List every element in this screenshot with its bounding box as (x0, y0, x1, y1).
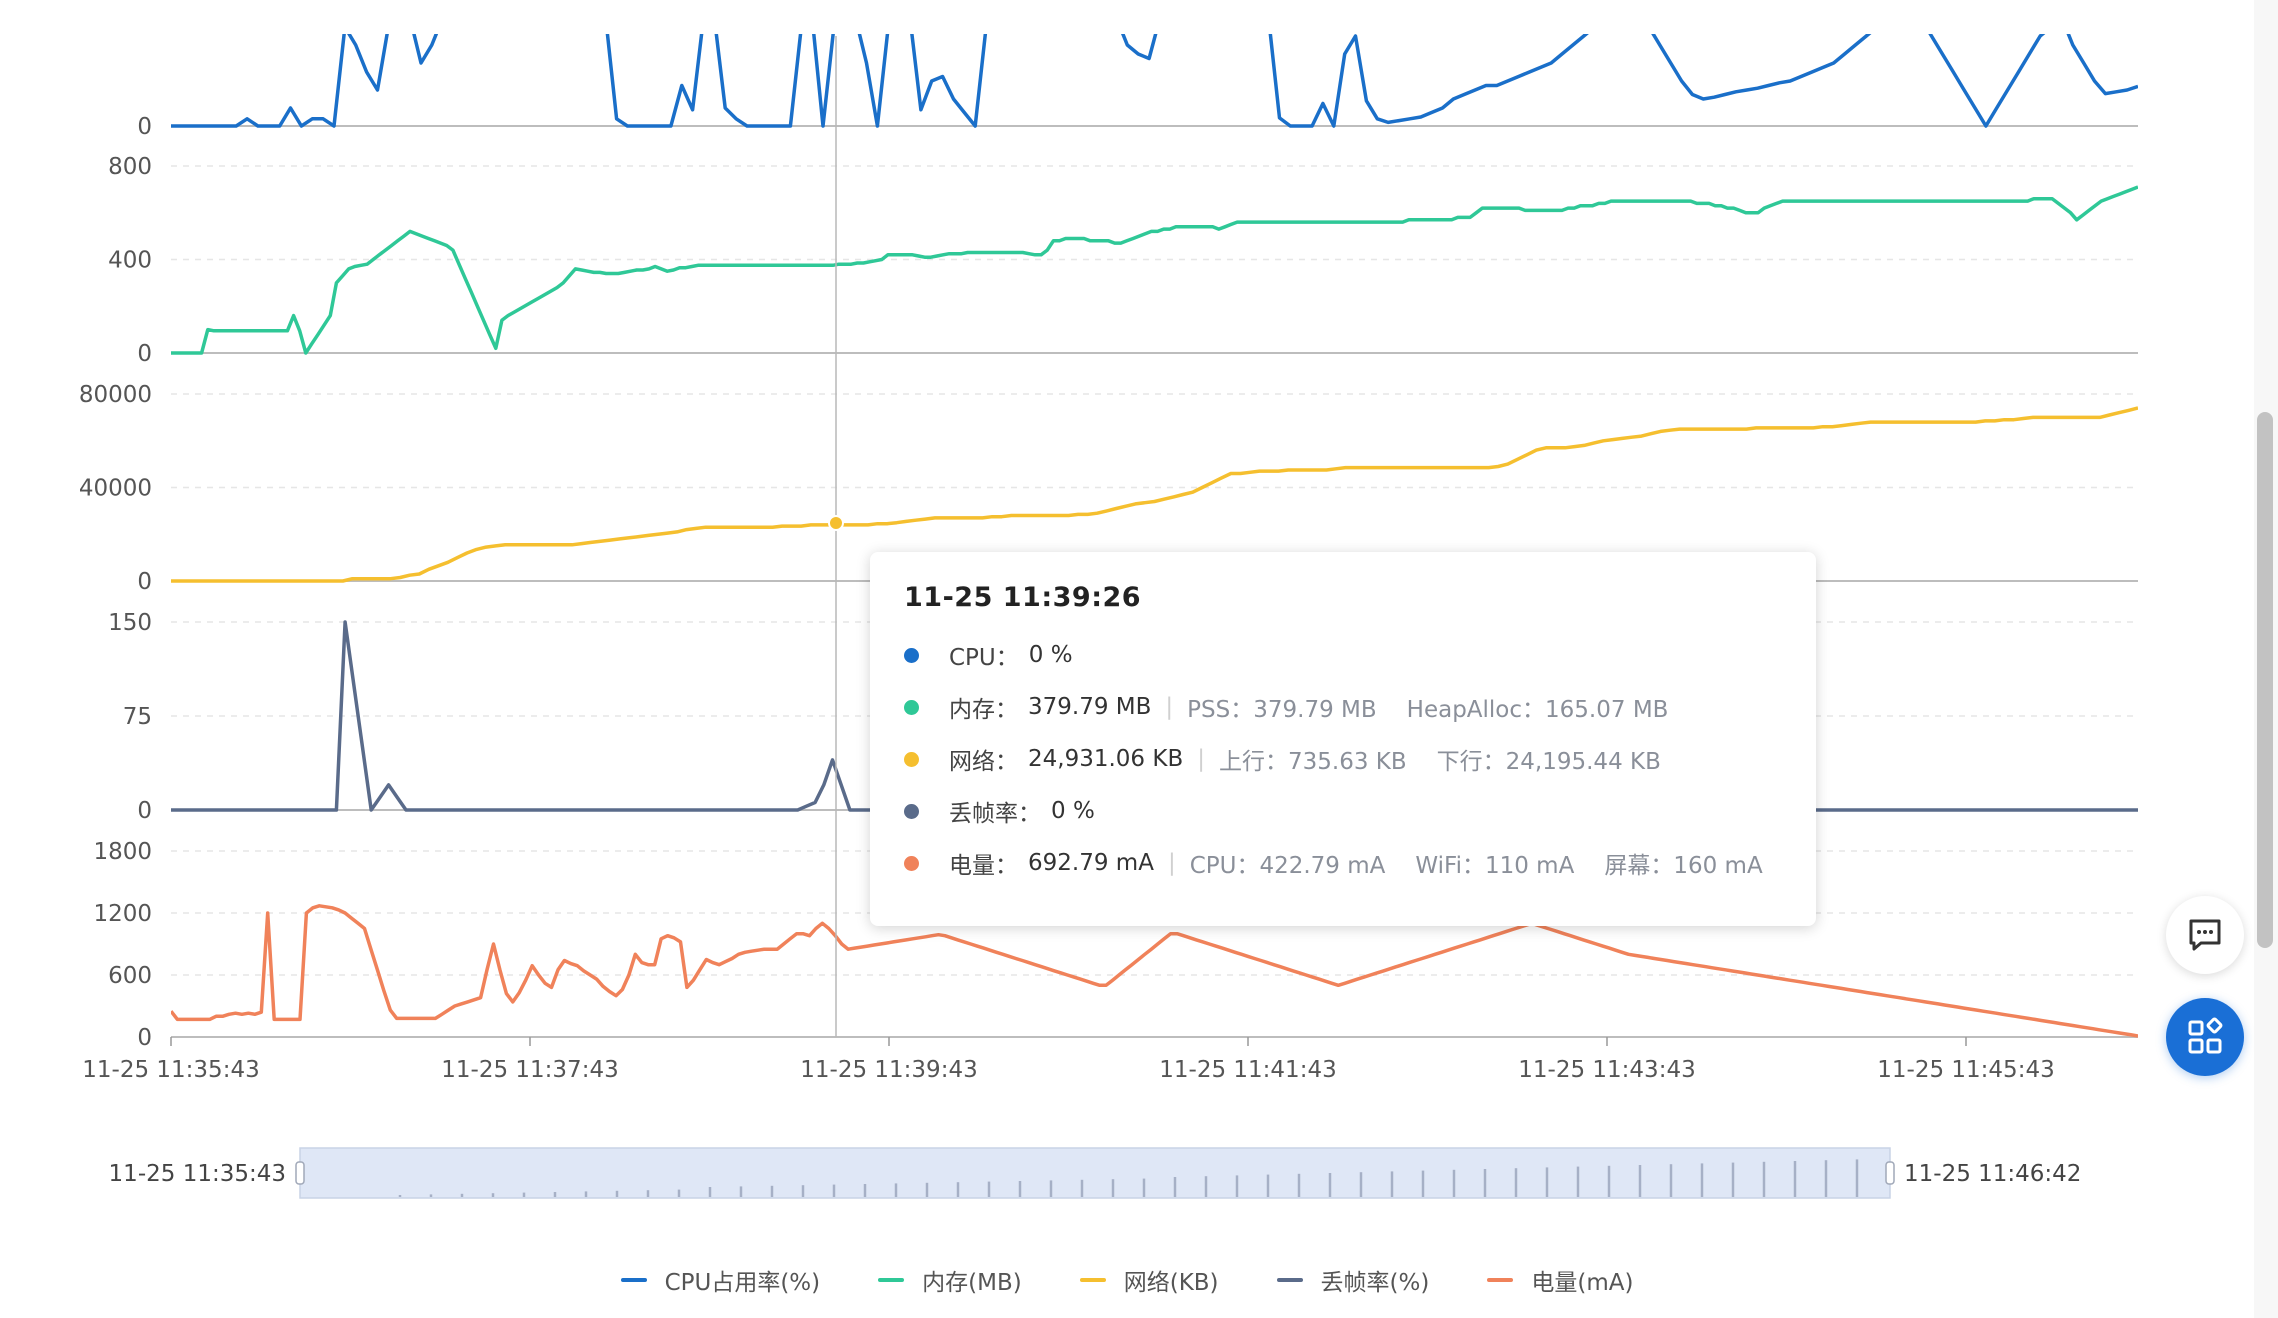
tooltip-row: 内存： 379.79 MB | PSS：379.79 MB HeapAlloc：165.… (904, 681, 1782, 733)
legend-label: 网络(KB) (1123, 1270, 1219, 1296)
y-tick-label: 40000 (79, 476, 152, 502)
y-tick-label: 0 (137, 1025, 152, 1051)
legend-label: CPU占用率(%) (664, 1270, 821, 1296)
legend-label: 电量(mA) (1531, 1270, 1634, 1296)
y-tick-label: 80000 (79, 382, 152, 408)
legend-item[interactable]: 丢帧率(%) (1276, 1263, 1430, 1297)
chat-button[interactable] (2166, 896, 2244, 974)
legend-item[interactable]: CPU占用率(%) (620, 1263, 821, 1297)
x-tick-label: 11-25 11:39:43 (800, 1057, 977, 1083)
tooltip-dot (904, 803, 919, 819)
tooltip-row: 电量： 692.79 mA | CPU：422.79 mA WiFi：110 mA 屏幕：… (904, 837, 1782, 889)
tooltip-extra: PSS：379.79 MB (1187, 697, 1377, 723)
y-tick-label: 0 (137, 341, 152, 367)
tooltip-value: 0 % (1028, 642, 1073, 668)
legend-line-icon (1487, 1278, 1514, 1282)
legend-label: 内存(MB) (922, 1270, 1022, 1296)
x-tick-label: 11-25 11:41:43 (1159, 1057, 1336, 1083)
tooltip-separator: | (1167, 850, 1176, 876)
tooltip-label: 丢帧率： (949, 801, 1041, 827)
x-axis: 11-25 11:35:43 11-25 11:37:43 11-25 11:39:… (82, 1037, 2055, 1083)
y-tick-label: 800 (108, 154, 152, 180)
x-tick-label: 11-25 11:43:43 (1518, 1057, 1695, 1083)
series-line-2 (171, 406, 2138, 583)
legend-item[interactable]: 内存(MB) (878, 1263, 1022, 1297)
tooltip-separator: | (1197, 746, 1205, 772)
tooltip-value: 0 % (1051, 798, 1095, 824)
y-tick-label: 150 (108, 610, 152, 636)
panel-2: 0 40000 80000 (79, 382, 2138, 595)
legend-line-icon (878, 1278, 905, 1282)
tooltip-row: 网络： 24,931.06 KB | 上行：735.63 KB 下行：24,195.44… (904, 733, 1782, 785)
tooltip-row: CPU： 0 % (904, 629, 1782, 681)
tooltip-separator: | (1165, 694, 1174, 720)
y-tick-label: 75 (123, 704, 152, 730)
tooltip-value: 379.79 MB (1028, 694, 1152, 720)
tooltip-extra: 上行：735.63 KB (1218, 749, 1407, 775)
tooltip-extra: WiFi：110 mA (1415, 853, 1575, 879)
y-tick-label: 0 (137, 798, 152, 824)
tooltip-extra: CPU：422.79 mA (1189, 853, 1386, 879)
tooltip-value: 692.79 mA (1028, 850, 1154, 876)
tooltip-row: 丢帧率： 0 % (904, 785, 1782, 837)
series-line-0 (171, 34, 2138, 128)
chart-legend: CPU占用率(%) 内存(MB) 网络(KB) 丢帧率(%) 电量(mA) (0, 1262, 2254, 1298)
chat-bubble-icon (2189, 919, 2221, 951)
chart-tooltip: 11-25 11:39:26 CPU： 0 % 内存： 379.79 MB | PSS：3… (870, 552, 1816, 926)
tooltip-extra: 屏幕：160 mA (1604, 853, 1763, 879)
y-tick-label: 0 (137, 114, 152, 140)
highlight-point (828, 515, 844, 531)
tooltip-label: 内存： (949, 697, 1018, 723)
series-line-4 (171, 904, 2138, 1038)
y-tick-label: 1200 (93, 901, 152, 927)
tooltip-rows: CPU： 0 % 内存： 379.79 MB | PSS：379.79 MB HeapAll… (904, 629, 1782, 889)
legend-line-icon (1079, 1278, 1106, 1282)
y-tick-label: 0 (137, 569, 152, 595)
tooltip-label: 网络： (949, 749, 1018, 775)
y-tick-label: 600 (108, 963, 152, 989)
zoom-handle-left[interactable] (295, 1161, 305, 1185)
panel-4: 0 600 1200 1800 (93, 839, 2138, 1051)
legend-label: 丢帧率(%) (1320, 1270, 1430, 1296)
tooltip-dot (904, 855, 919, 871)
tooltip-extra: 下行：24,195.44 KB (1436, 749, 1661, 775)
tooltip-dot (904, 647, 919, 663)
zoom-end-label: 11-25 11:46:42 (1904, 1161, 2081, 1187)
panel-1: 0 400 800 (108, 154, 2138, 367)
y-tick-label: 1800 (93, 839, 152, 865)
zoom-start-label: 11-25 11:35:43 (109, 1161, 286, 1187)
legend-line-icon (620, 1278, 647, 1282)
zoom-handle-right[interactable] (1885, 1161, 1895, 1185)
tooltip-dot (904, 699, 919, 715)
x-tick-label: 11-25 11:45:43 (1877, 1057, 2054, 1083)
tooltip-extra: HeapAlloc：165.07 MB (1406, 697, 1669, 723)
tooltip-label: CPU： (949, 645, 1019, 671)
panel-0: 0 (137, 34, 2138, 140)
tooltip-time: 11-25 11:39:26 (904, 582, 1142, 613)
legend-line-icon (1276, 1278, 1303, 1282)
scrollbar-thumb[interactable] (2257, 412, 2273, 948)
tooltip-dot (904, 751, 919, 767)
legend-item[interactable]: 电量(mA) (1487, 1263, 1633, 1297)
y-tick-label: 400 (108, 248, 152, 274)
data-zoom-slider[interactable]: 11-25 11:35:43 11-25 11:46:42 (109, 1147, 2082, 1199)
tooltip-value: 24,931.06 KB (1028, 746, 1184, 772)
x-tick-label: 11-25 11:37:43 (441, 1057, 618, 1083)
series-line-1 (171, 185, 2138, 355)
apps-grid-icon (2188, 1017, 2223, 1054)
zoom-window[interactable] (299, 1147, 1891, 1199)
apps-grid-button[interactable] (2166, 998, 2244, 1076)
tooltip-label: 电量： (949, 853, 1018, 879)
legend-item[interactable]: 网络(KB) (1079, 1263, 1219, 1297)
x-tick-label: 11-25 11:35:43 (82, 1057, 259, 1083)
